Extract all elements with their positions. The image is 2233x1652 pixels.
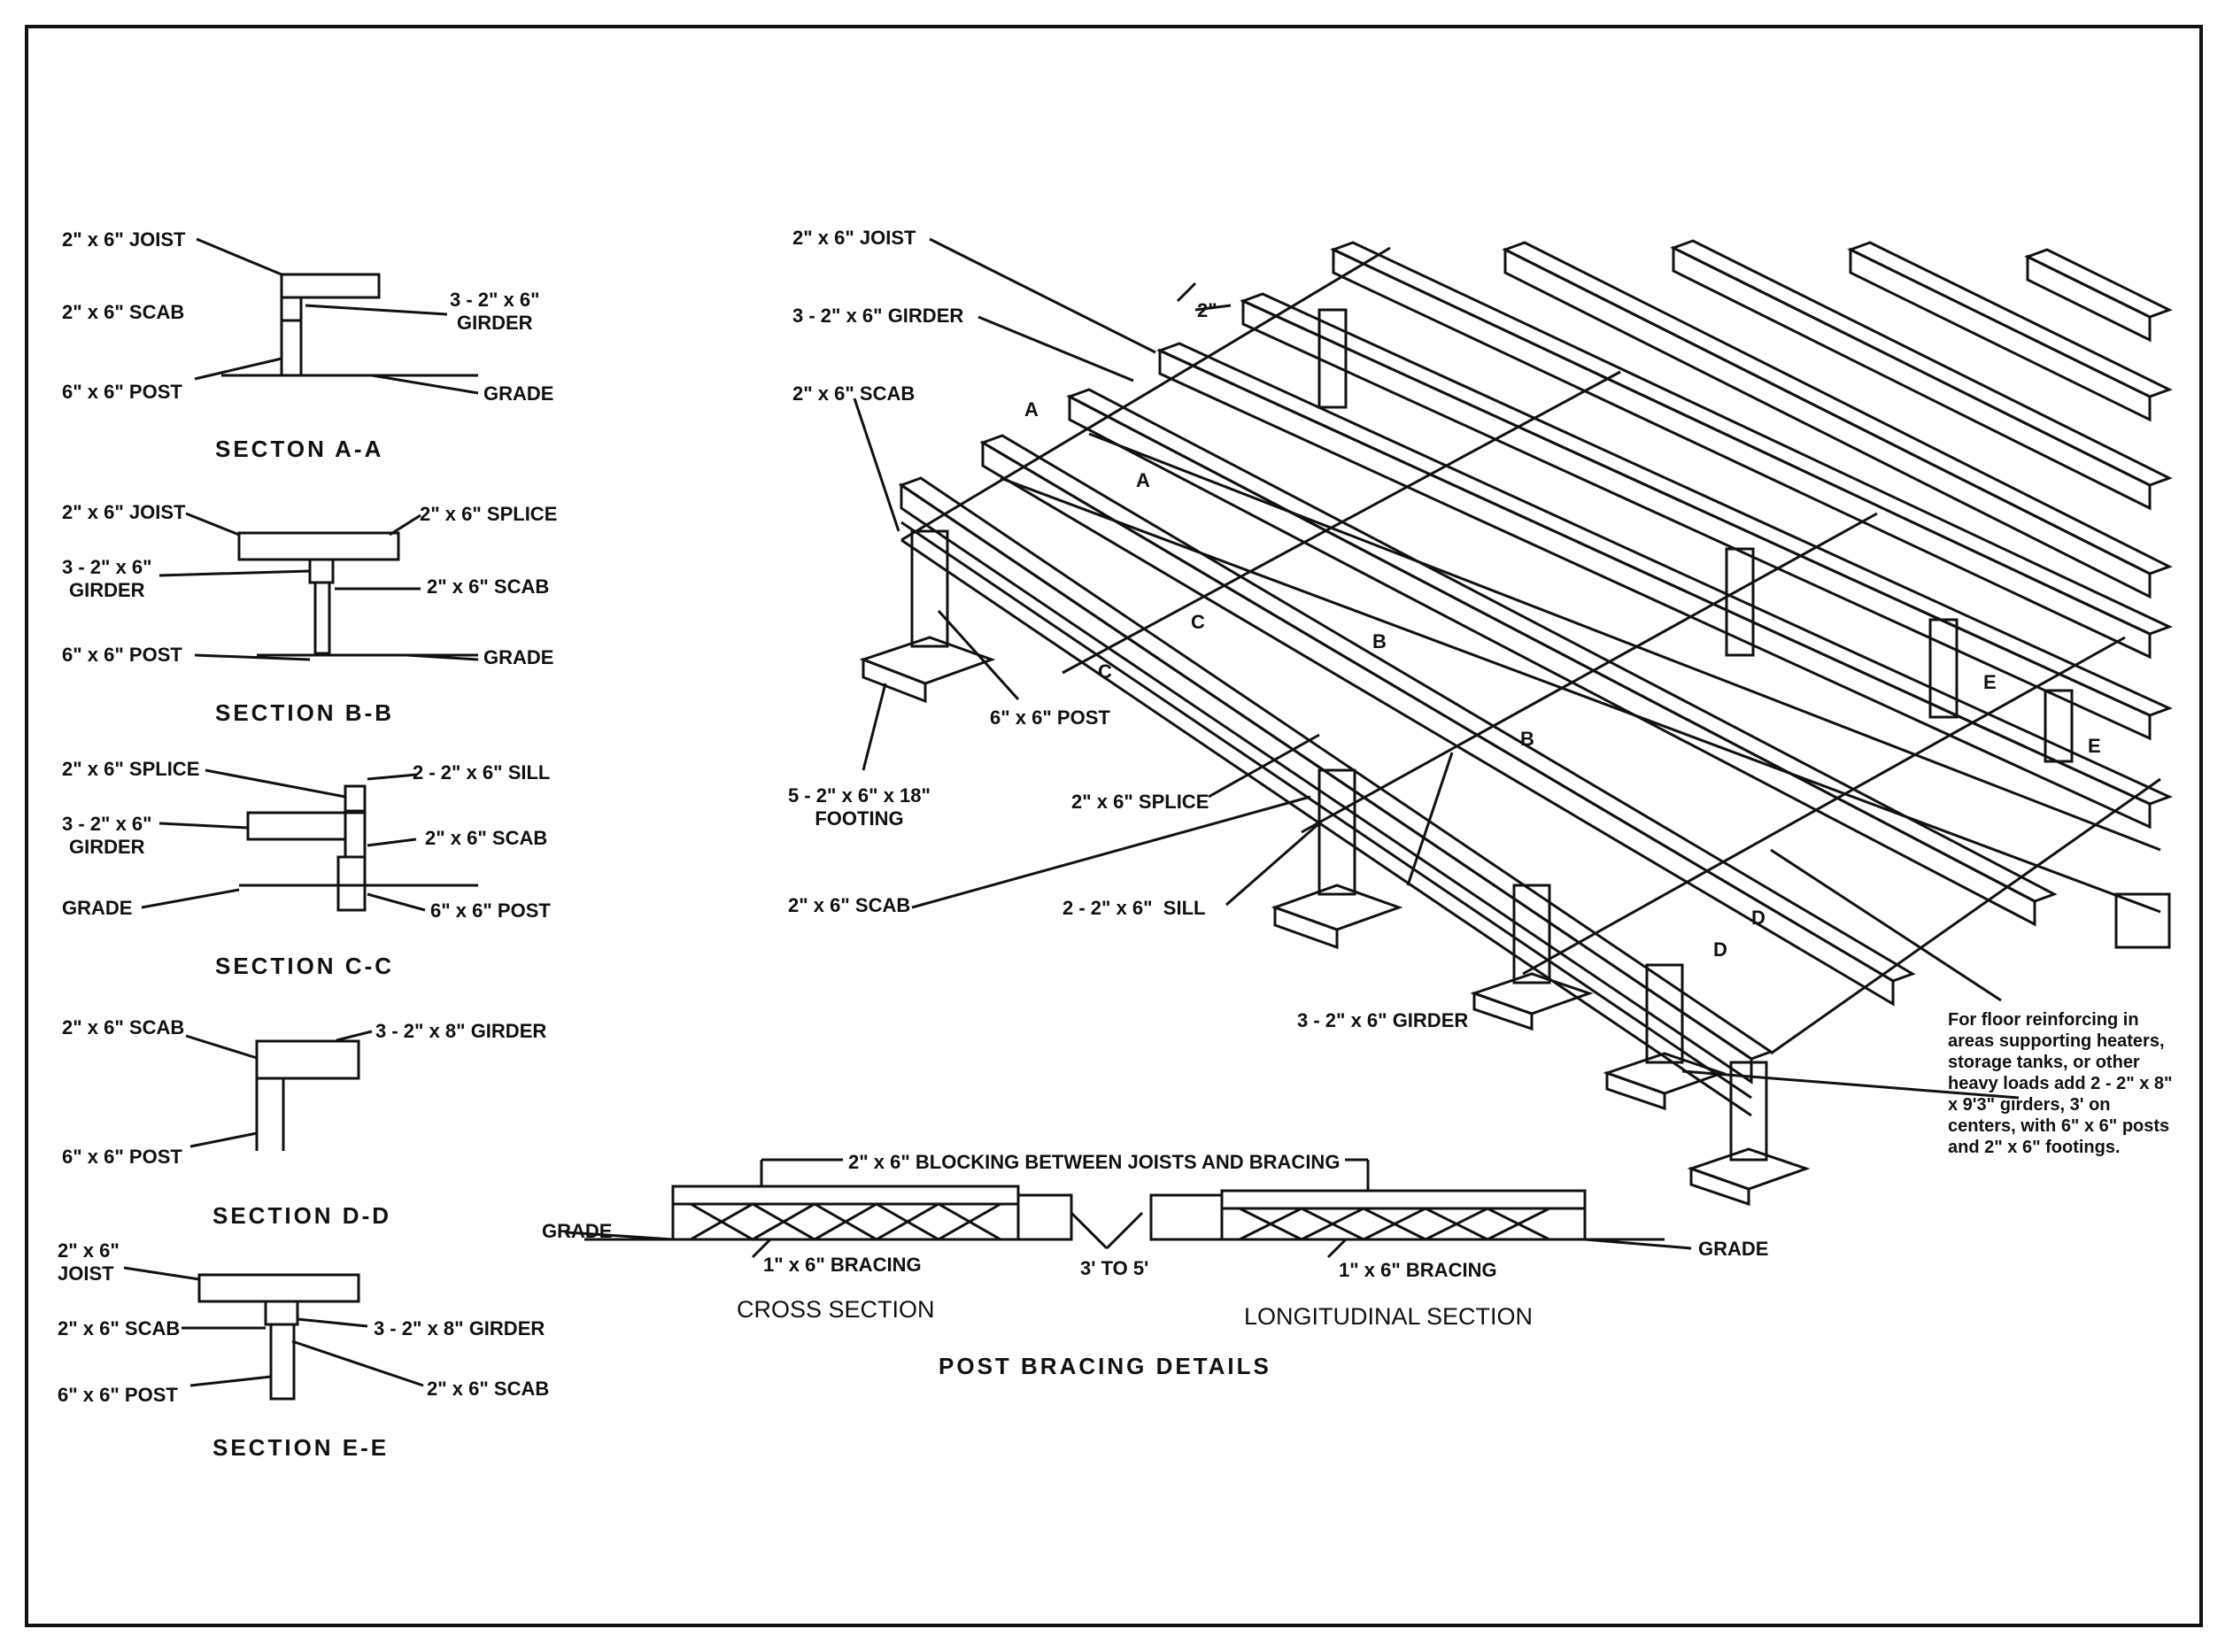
marker-b-1: B — [1372, 630, 1387, 652]
marker-d-2: D — [1713, 938, 1727, 961]
bracing-right-label: 1" x 6" BRACING — [1339, 1259, 1497, 1281]
section-b-joist-label: 2" x 6" JOIST — [62, 501, 186, 523]
bracing-cross-section-title: CROSS SECTION — [737, 1296, 935, 1323]
floor-reinforcing-note: For floor reinforcing in areas supportin… — [1948, 1010, 2173, 1157]
post-bracing-details-title: POST BRACING DETAILS — [939, 1353, 1271, 1379]
section-e-post-label: 6" x 6" POST — [58, 1384, 178, 1406]
section-b-title: SECTION B-B — [215, 699, 394, 726]
section-c-drawing — [141, 768, 478, 912]
main-post-label: 6" x 6" POST — [990, 706, 1110, 729]
section-d-scab-label: 2" x 6" SCAB — [62, 1016, 185, 1038]
section-a-girder-label: 3 - 2" x 6" GIRDER — [450, 289, 540, 334]
bracing-left-label: 1" x 6" BRACING — [763, 1254, 922, 1276]
main-girder-top-label: 3 - 2" x 6" GIRDER — [792, 305, 964, 327]
main-joist-label: 2" x 6" JOIST — [792, 227, 916, 249]
section-c-girder-label: 3 - 2" x 6" GIRDER — [62, 813, 152, 858]
section-b-post-label: 6" x 6" POST — [62, 644, 182, 666]
bracing-grade-left-label: GRADE — [542, 1220, 613, 1242]
section-a-scab-label: 2" x 6" SCAB — [62, 301, 185, 323]
main-footing-label: 5 - 2" x 6" x 18" FOOTING — [788, 784, 931, 830]
section-a-grade-label: GRADE — [483, 382, 554, 405]
section-d-post-label: 6" x 6" POST — [62, 1146, 182, 1168]
marker-c-1: C — [1191, 611, 1205, 633]
isometric-framing — [853, 237, 2173, 1207]
section-b-girder-label: 3 - 2" x 6" GIRDER — [62, 556, 152, 601]
section-e-title: SECTION E-E — [212, 1434, 390, 1461]
main-spacing-label: 2" — [1197, 299, 1217, 321]
bracing-spacing-label: 3' TO 5' — [1080, 1257, 1149, 1279]
bracing-grade-right-label: GRADE — [1698, 1238, 1769, 1260]
section-a-drawing — [194, 237, 479, 395]
section-d-girder-label: 3 - 2" x 8" GIRDER — [375, 1020, 547, 1042]
section-a-title: SECTON A-A — [215, 436, 384, 462]
bracing-longitudinal-section — [1149, 1160, 1692, 1259]
marker-c-2: C — [1098, 660, 1112, 683]
marker-a-1: A — [1024, 398, 1039, 421]
section-a-joist-label: 2" x 6" JOIST — [62, 228, 186, 251]
section-e-joist-label: 2" x 6" JOIST — [58, 1239, 120, 1285]
section-b-scab-label: 2" x 6" SCAB — [427, 575, 550, 598]
section-c-grade-label: GRADE — [62, 897, 133, 919]
section-c-sill-label: 2 - 2" x 6" SILL — [413, 761, 551, 784]
section-d-drawing — [185, 1030, 373, 1151]
section-a-post-label: 6" x 6" POST — [62, 381, 182, 403]
bracing-blocking-label: 2" x 6" BLOCKING BETWEEN JOISTS AND BRAC… — [843, 1151, 1346, 1174]
section-e-girder-label: 3 - 2" x 8" GIRDER — [374, 1317, 545, 1339]
section-b-drawing — [158, 512, 479, 661]
section-c-splice-label: 2" x 6" SPLICE — [62, 758, 200, 780]
marker-a-2: A — [1136, 469, 1150, 491]
marker-e-2: E — [2088, 735, 2101, 757]
bracing-longitudinal-title: LONGITUDINAL SECTION — [1244, 1303, 1534, 1330]
main-splice-label: 2" x 6" SPLICE — [1071, 791, 1209, 813]
section-e-scab-left-label: 2" x 6" SCAB — [58, 1317, 181, 1339]
main-scab-top-label: 2" x 6" SCAB — [792, 382, 916, 405]
main-sill-label: 2 - 2" x 6" SILL — [1062, 897, 1206, 919]
main-scab-bottom-label: 2" x 6" SCAB — [788, 894, 911, 916]
section-e-drawing — [123, 1266, 424, 1401]
section-e-scab-right-label: 2" x 6" SCAB — [427, 1378, 550, 1400]
section-c-scab-label: 2" x 6" SCAB — [425, 827, 548, 849]
section-d-title: SECTION D-D — [212, 1202, 391, 1229]
section-c-title: SECTION C-C — [215, 953, 394, 979]
section-c-post-label: 6" x 6" POST — [430, 899, 551, 922]
marker-b-2: B — [1520, 728, 1534, 750]
drawing-border — [25, 25, 2203, 1627]
marker-e-1: E — [1983, 671, 1997, 693]
main-girder-bottom-label: 3 - 2" x 6" GIRDER — [1297, 1009, 1469, 1031]
marker-d-1: D — [1751, 907, 1766, 929]
section-b-grade-label: GRADE — [483, 646, 554, 668]
section-b-splice-label: 2" x 6" SPLICE — [420, 503, 558, 525]
